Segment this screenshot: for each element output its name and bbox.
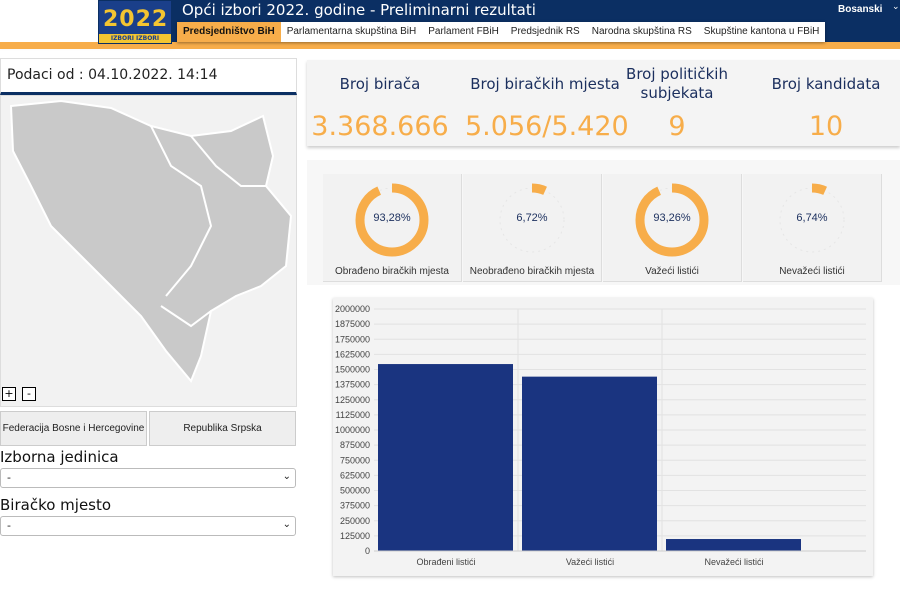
y-tick-label: 1875000 (335, 319, 370, 329)
zoom-in-button[interactable]: + (2, 387, 16, 401)
stat-polling-stations: Broj biračkih mjesta 5.056/5.420 (465, 74, 629, 143)
republika-srpska-button[interactable]: Republika Srpska (149, 411, 296, 446)
donut-card: 6,74% Nevažeći listići (743, 174, 882, 282)
stats-card: Broj birača 3.368.666 Broj biračkih mjest… (307, 60, 900, 146)
stat-candidates: Broj kandidata 10 (771, 74, 881, 143)
donut-card: 93,26% Važeći listići (603, 174, 742, 282)
bar[interactable] (378, 364, 513, 551)
tab-skupstine-kantona[interactable]: Skupštine kantona u FBiH (703, 26, 820, 37)
tab-parlamentarna-skupstina-bih[interactable]: Parlamentarna skupština BiH (286, 26, 417, 37)
donut-percent: 93,26% (653, 212, 691, 224)
izborna-jedinica-label: Izborna jedinica (0, 448, 119, 466)
y-tick-label: 1000000 (335, 425, 370, 435)
bar[interactable] (666, 539, 801, 551)
y-tick-label: 1750000 (335, 334, 370, 344)
logo[interactable]: 2022 IZBORI IZBORI (98, 0, 172, 44)
x-tick-label: Nevažeći listići (704, 557, 763, 567)
y-tick-label: 1250000 (335, 395, 370, 405)
donut-arc (355, 183, 429, 257)
stat-voters: Broj birača 3.368.666 (311, 74, 449, 143)
donut-chart (355, 183, 429, 257)
donut-row: 93,28% Obrađeno biračkih mjesta 6,72% Ne… (307, 160, 900, 285)
y-tick-label: 750000 (340, 455, 370, 465)
data-timestamp: Podaci od : 04.10.2022. 14:14 (0, 58, 297, 95)
federacija-button[interactable]: Federacija Bosne i Hercegovine (0, 411, 147, 446)
donut-caption: Važeći listići (645, 266, 699, 277)
stat-political-subjects: Broj političkih subjekata 9 (626, 65, 728, 142)
chevron-down-icon[interactable]: ⌄ (892, 2, 900, 12)
tab-predsjednistvo-bih[interactable]: Predsjedništvo BiH (177, 22, 281, 42)
donut-chart (775, 183, 849, 257)
y-tick-label: 375000 (340, 501, 370, 511)
y-tick-label: 1500000 (335, 365, 370, 375)
x-tick-label: Obrađeni listići (416, 557, 475, 567)
election-tabs: Predsjedništvo BiH Parlamentarna skupšti… (177, 22, 826, 42)
y-tick-label: 625000 (340, 470, 370, 480)
bar[interactable] (522, 376, 657, 551)
y-tick-label: 1375000 (335, 380, 370, 390)
donut-caption: Obrađeno biračkih mjesta (335, 266, 449, 277)
y-tick-label: 1625000 (335, 349, 370, 359)
ballots-bar-chart: 0 125000 250000 375000 500000 625000 750000 875… (333, 298, 873, 576)
y-tick-label: 2000000 (335, 304, 370, 314)
y-tick-label: 875000 (340, 440, 370, 450)
donut-card: 6,72% Neobrađeno biračkih mjesta (463, 174, 602, 282)
biracko-mjesto-select[interactable]: - ⌄ (0, 516, 296, 536)
chart-svg: 0 125000 250000 375000 500000 625000 750000 875… (335, 304, 866, 567)
donut-arc (775, 183, 849, 257)
y-tick-label: 250000 (340, 516, 370, 526)
donut-percent: 6,74% (796, 212, 828, 224)
y-tick-label: 125000 (340, 531, 370, 541)
tab-predsjednik-rs[interactable]: Predsjednik RS (510, 26, 580, 37)
page-title: Opći izbori 2022. godine - Preliminarni … (182, 1, 536, 19)
donut-percent: 93,28% (373, 212, 411, 224)
map[interactable] (0, 95, 297, 407)
donut-percent: 6,72% (516, 212, 548, 224)
accent-strip (0, 42, 900, 49)
chevron-down-icon: ⌄ (282, 519, 291, 530)
chevron-down-icon: ⌄ (282, 471, 291, 482)
x-tick-label: Važeći listići (566, 557, 614, 567)
tab-narodna-skupstina-rs[interactable]: Narodna skupština RS (591, 26, 692, 37)
language-select[interactable]: Bosanski (838, 4, 883, 15)
tab-parlament-fbih[interactable]: Parlament FBiH (428, 26, 499, 37)
bih-map-shape[interactable] (1, 96, 298, 408)
biracko-mjesto-label: Biračko mjesto (0, 496, 112, 514)
donut-chart (495, 183, 569, 257)
y-tick-label: 1125000 (336, 410, 370, 420)
donut-arc (635, 183, 709, 257)
zoom-out-button[interactable]: - (22, 387, 36, 401)
y-tick-label: 0 (365, 546, 370, 556)
donut-chart (635, 183, 709, 257)
izborna-jedinica-select[interactable]: - ⌄ (0, 468, 296, 488)
donut-card: 93,28% Obrađeno biračkih mjesta (323, 174, 462, 282)
y-tick-label: 500000 (340, 486, 370, 496)
donut-caption: Nevažeći listići (779, 266, 845, 277)
donut-arc (495, 183, 569, 257)
donut-caption: Neobrađeno biračkih mjesta (469, 266, 595, 277)
